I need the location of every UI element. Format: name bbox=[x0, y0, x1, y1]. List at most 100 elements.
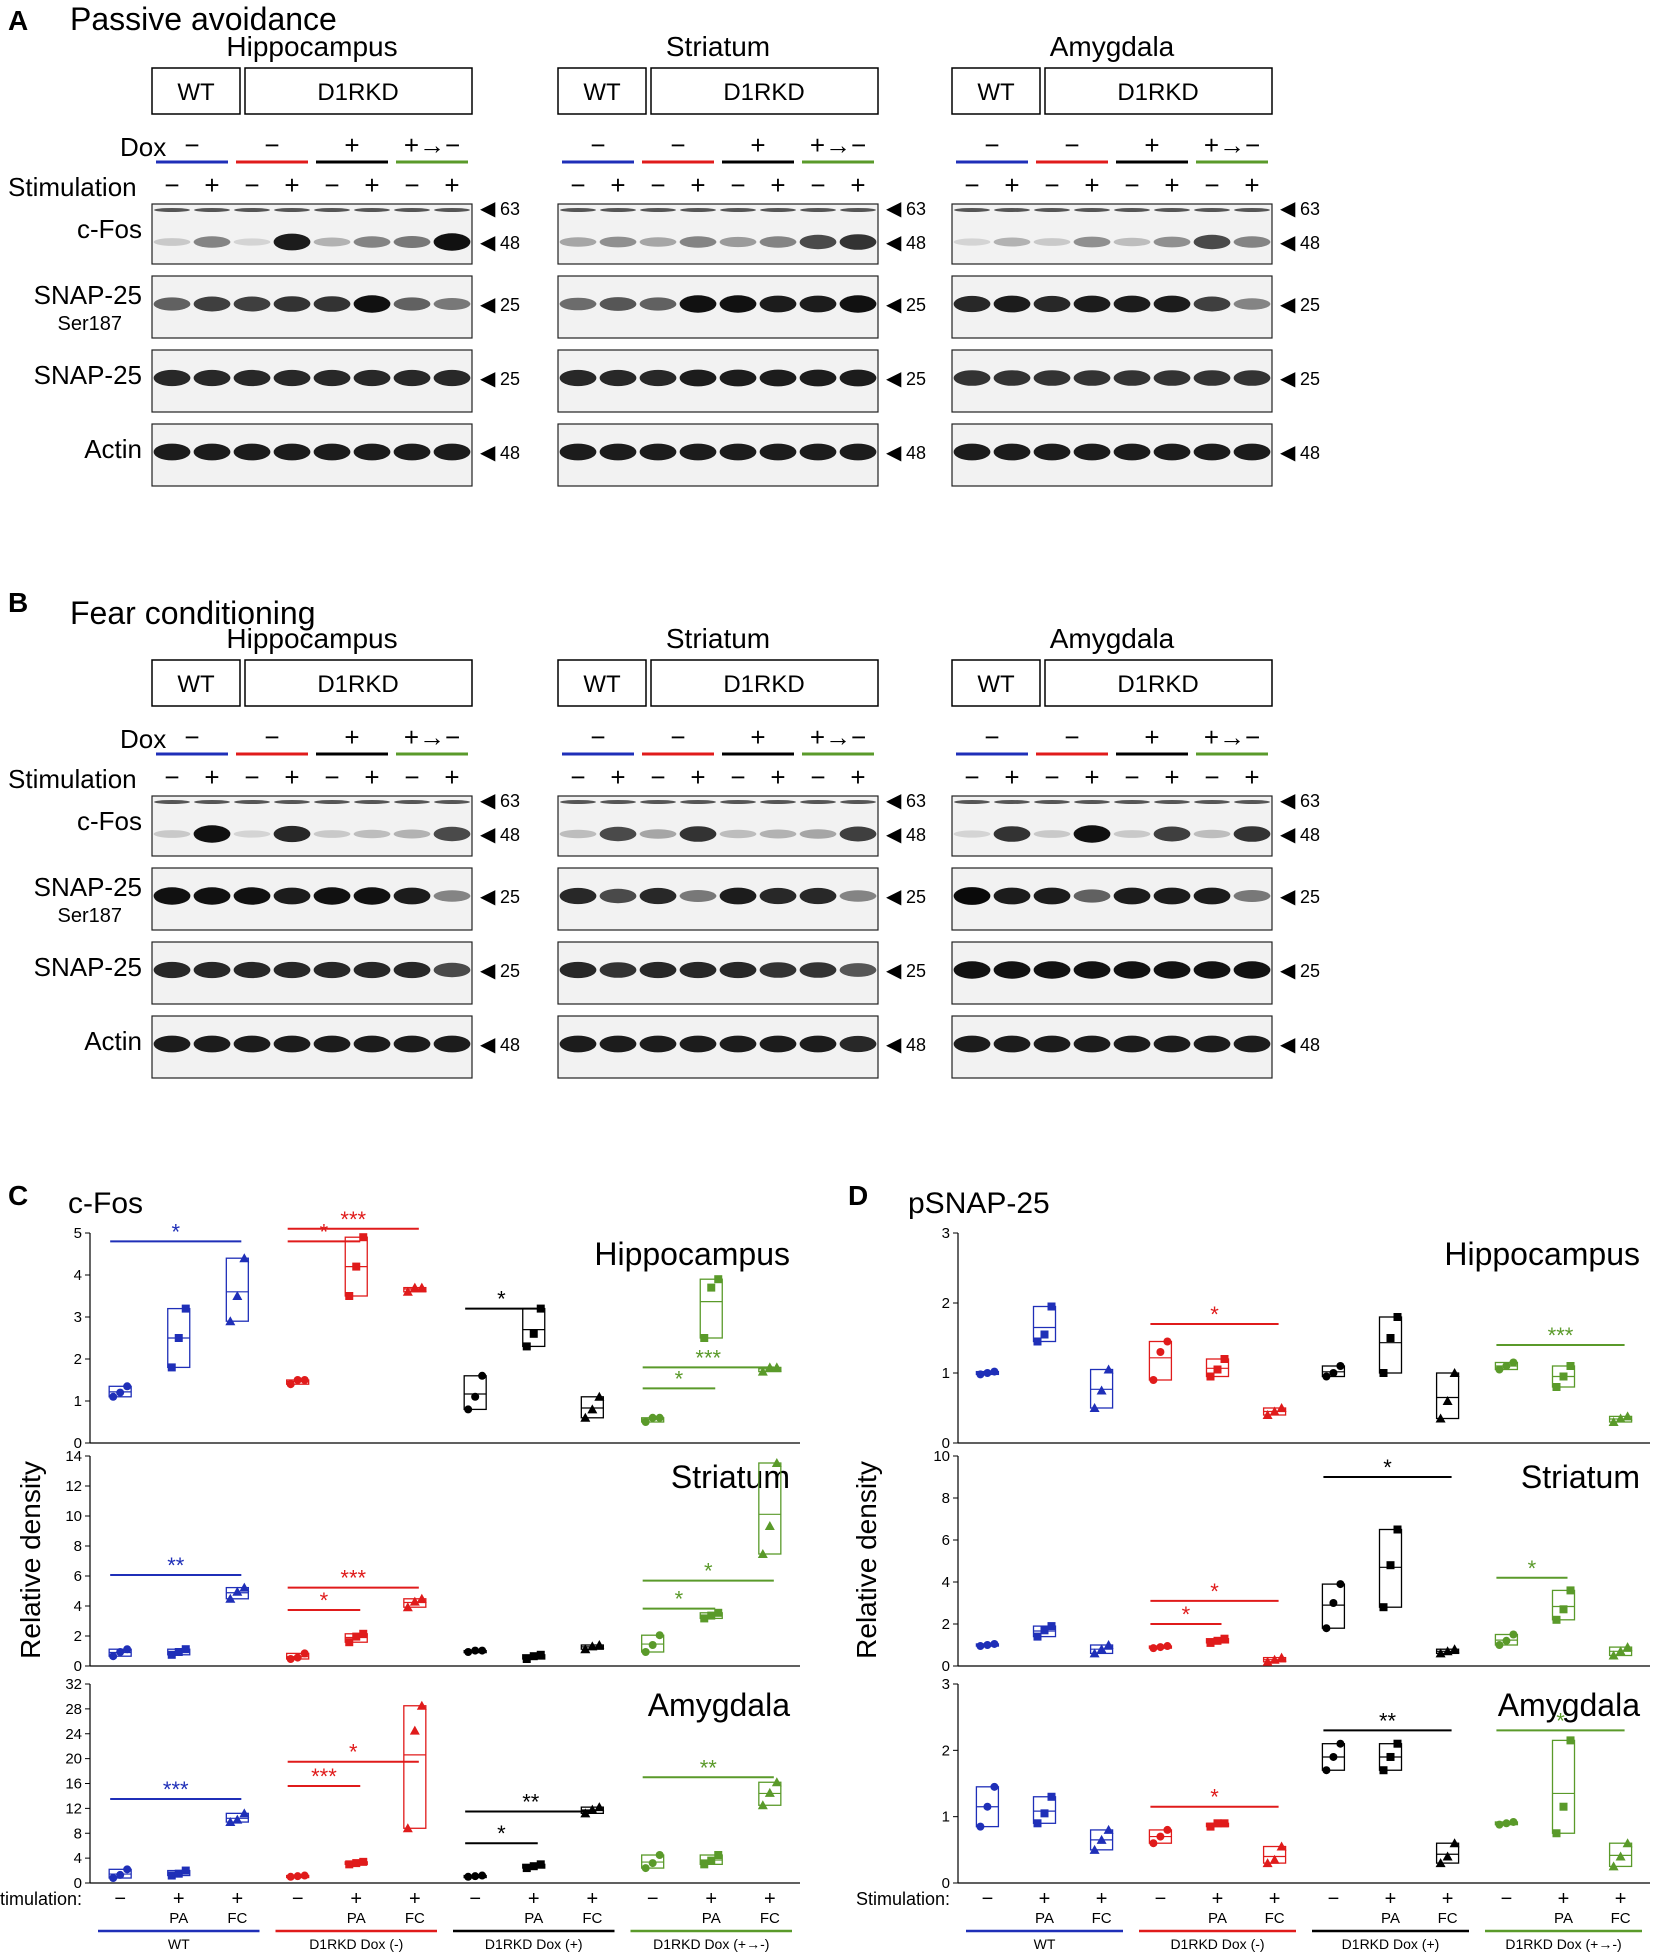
stim-tick: + bbox=[1096, 1888, 1108, 1910]
band bbox=[799, 295, 837, 313]
point-circle bbox=[1509, 1358, 1518, 1367]
marker-size: 25 bbox=[1300, 887, 1320, 907]
band bbox=[799, 443, 837, 461]
marker-arrow: ◀ bbox=[1280, 790, 1296, 812]
band bbox=[1233, 370, 1271, 386]
blot-strip-cfos bbox=[557, 795, 879, 857]
marker-size: 25 bbox=[500, 369, 520, 389]
y-tick-label: 8 bbox=[74, 1538, 82, 1555]
band bbox=[1113, 237, 1151, 247]
marker-size: 25 bbox=[906, 887, 926, 907]
band bbox=[1193, 829, 1231, 839]
plot-d-striatum: 0 2 4 6 8 10 Striatum * * * * bbox=[933, 1448, 1650, 1675]
y-tick-label: 8 bbox=[74, 1825, 82, 1842]
marker-arrow: ◀ bbox=[480, 960, 496, 982]
marker-arrow: ◀ bbox=[1280, 294, 1296, 316]
band bbox=[1233, 443, 1271, 461]
point-triangle bbox=[1096, 1644, 1107, 1654]
significance-label: * bbox=[320, 1219, 329, 1244]
dox-value: − bbox=[590, 722, 605, 752]
y-tick-label: 4 bbox=[74, 1850, 82, 1867]
band bbox=[953, 295, 991, 313]
band bbox=[679, 961, 717, 979]
marker-arrow: ◀ bbox=[886, 886, 902, 908]
point-square bbox=[707, 1611, 716, 1620]
stim-tick: − bbox=[1155, 1888, 1167, 1910]
band bbox=[193, 887, 231, 905]
point-triangle bbox=[239, 1253, 250, 1263]
band-upper bbox=[154, 208, 190, 212]
point-triangle bbox=[1096, 1834, 1107, 1844]
marker-arrow: ◀ bbox=[480, 368, 496, 390]
point-triangle bbox=[416, 1282, 427, 1292]
group-label: D1RKD Dox (+) bbox=[1342, 1936, 1440, 1952]
stim-value: + bbox=[1004, 762, 1019, 792]
point-circle bbox=[1149, 1644, 1158, 1653]
band bbox=[719, 443, 757, 461]
point-square bbox=[529, 1329, 538, 1338]
stim-tick: + bbox=[1212, 1888, 1224, 1910]
blot-name: SNAP-25 bbox=[34, 872, 142, 902]
point-circle bbox=[293, 1376, 302, 1384]
point-triangle bbox=[580, 1808, 591, 1818]
band bbox=[1033, 238, 1071, 246]
significance-label: * bbox=[1383, 1455, 1392, 1480]
dox-value: − bbox=[264, 722, 279, 752]
dox-value: − bbox=[670, 130, 685, 160]
band bbox=[1153, 443, 1191, 461]
stim-value: − bbox=[404, 762, 419, 792]
point-square bbox=[1220, 1634, 1229, 1643]
point-square bbox=[1047, 1792, 1056, 1801]
stim-sub: FC bbox=[227, 1910, 247, 1927]
stim-sub: PA bbox=[347, 1910, 366, 1927]
point-circle bbox=[464, 1405, 473, 1414]
point-square bbox=[1393, 1313, 1402, 1321]
marker-size: 25 bbox=[500, 887, 520, 907]
marker-size: 63 bbox=[906, 199, 926, 219]
stim-value: − bbox=[570, 762, 585, 792]
band bbox=[313, 887, 351, 905]
point-square bbox=[1566, 1736, 1575, 1745]
stim-sub: PA bbox=[524, 1910, 543, 1927]
stim-value: − bbox=[810, 170, 825, 200]
band bbox=[559, 297, 597, 311]
band bbox=[953, 961, 991, 979]
group-label: D1RKD Dox (-) bbox=[1170, 1936, 1264, 1952]
stim-value: − bbox=[1204, 170, 1219, 200]
dox-value: − bbox=[984, 130, 999, 160]
band bbox=[193, 961, 231, 979]
band-upper bbox=[354, 208, 390, 212]
stim-sub: PA bbox=[1208, 1910, 1227, 1927]
d-ylabel: Relative density bbox=[851, 1461, 882, 1659]
point-circle bbox=[1502, 1636, 1511, 1645]
marker-size: 48 bbox=[906, 825, 926, 845]
significance-label: *** bbox=[695, 1345, 721, 1370]
stim-value: + bbox=[284, 170, 299, 200]
band bbox=[1113, 295, 1151, 313]
point-square bbox=[1033, 1819, 1042, 1828]
marker-size: 63 bbox=[500, 199, 520, 219]
band-upper bbox=[640, 208, 676, 212]
band-upper bbox=[600, 208, 636, 212]
y-tick-label: 1 bbox=[942, 1809, 950, 1826]
point-circle bbox=[1322, 1372, 1331, 1381]
point-square bbox=[359, 1857, 368, 1866]
point-square bbox=[522, 1864, 531, 1873]
box bbox=[1321, 1583, 1346, 1629]
band bbox=[1193, 370, 1231, 386]
stim-value: + bbox=[1164, 170, 1179, 200]
point-square bbox=[174, 1869, 183, 1878]
point-circle bbox=[293, 1653, 302, 1662]
point-triangle bbox=[402, 1286, 413, 1296]
marker-arrow: ◀ bbox=[1280, 960, 1296, 982]
marker-arrow: ◀ bbox=[1280, 824, 1296, 846]
band bbox=[233, 296, 271, 312]
band-upper bbox=[800, 800, 836, 804]
stim-tick: + bbox=[1039, 1888, 1051, 1910]
band-upper bbox=[760, 208, 796, 212]
point-square bbox=[1206, 1638, 1215, 1647]
blot-name: SNAP-25 bbox=[34, 360, 142, 390]
wt-label: WT bbox=[177, 79, 215, 106]
